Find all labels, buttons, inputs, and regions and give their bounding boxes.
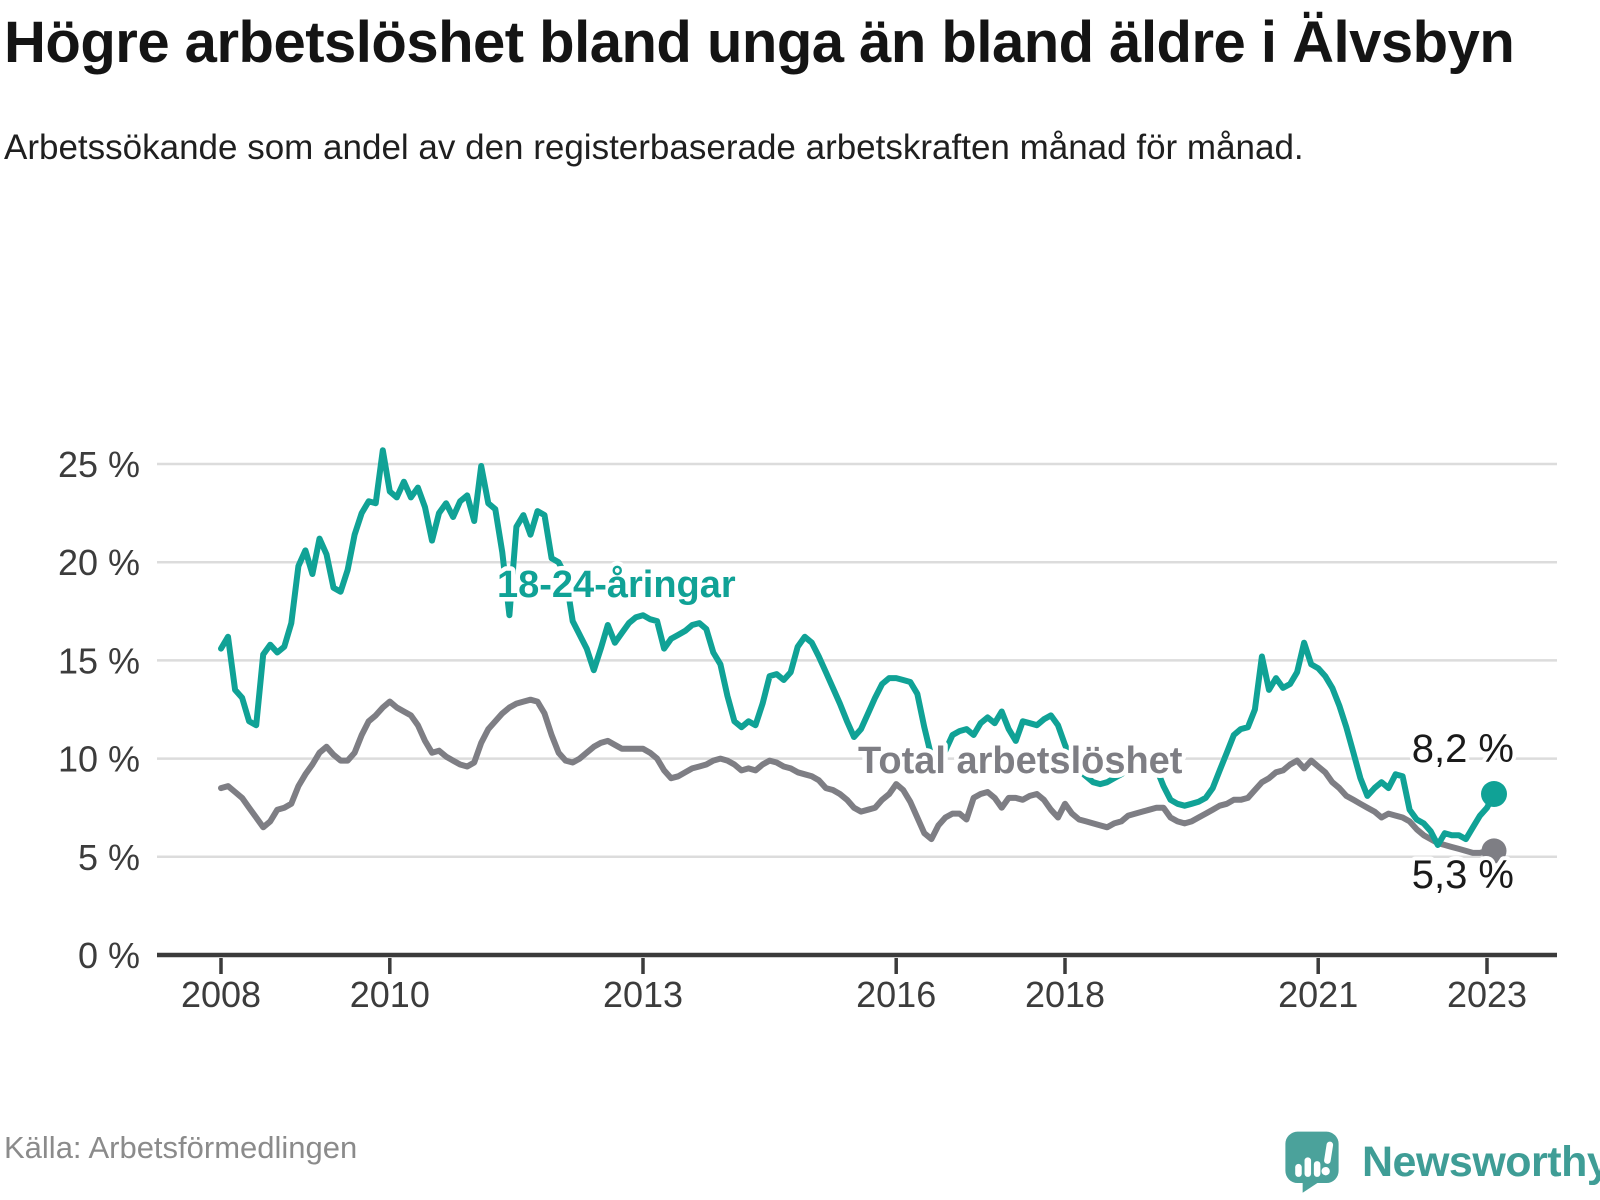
end-value-label-1: 5,3 % xyxy=(1412,853,1514,897)
y-tick-label: 25 % xyxy=(58,444,140,485)
x-tick-label: 2023 xyxy=(1447,974,1527,1015)
source-note: Källa: Arbetsförmedlingen xyxy=(4,1130,358,1165)
newsworthy-logo-icon xyxy=(1285,1131,1339,1193)
series-line-0 xyxy=(218,447,1497,848)
series-end-dot-0 xyxy=(1481,781,1507,807)
x-tick-label: 2008 xyxy=(181,974,261,1015)
brand-name: Newsworthy xyxy=(1362,1137,1600,1186)
x-tick-label: 2010 xyxy=(350,974,430,1015)
series-line-1 xyxy=(218,696,1497,856)
chart-title: Högre arbetslöshet bland unga än bland ä… xyxy=(4,10,1515,75)
x-tick-label: 2018 xyxy=(1025,974,1105,1015)
y-tick-label: 0 % xyxy=(78,935,140,976)
y-tick-label: 5 % xyxy=(78,837,140,878)
brand: Newsworthy xyxy=(1284,1130,1600,1194)
series-label-0: 18-24-åringar xyxy=(497,564,736,606)
y-tick-label: 10 % xyxy=(58,739,140,780)
series-end-dot-1 xyxy=(1481,838,1507,864)
series-label-1: Total arbetslöshet xyxy=(858,740,1183,782)
end-value-label-0: 8,2 % xyxy=(1412,727,1514,771)
header: Högre arbetslöshet bland unga än bland ä… xyxy=(4,4,1556,175)
x-tick-label: 2021 xyxy=(1278,974,1358,1015)
y-tick-label: 20 % xyxy=(58,542,140,583)
chart-subtitle: Arbetssökande som andel av den registerb… xyxy=(4,127,1304,167)
x-tick-label: 2016 xyxy=(856,974,936,1015)
y-tick-label: 15 % xyxy=(58,640,140,681)
x-tick-label: 2013 xyxy=(603,974,683,1015)
